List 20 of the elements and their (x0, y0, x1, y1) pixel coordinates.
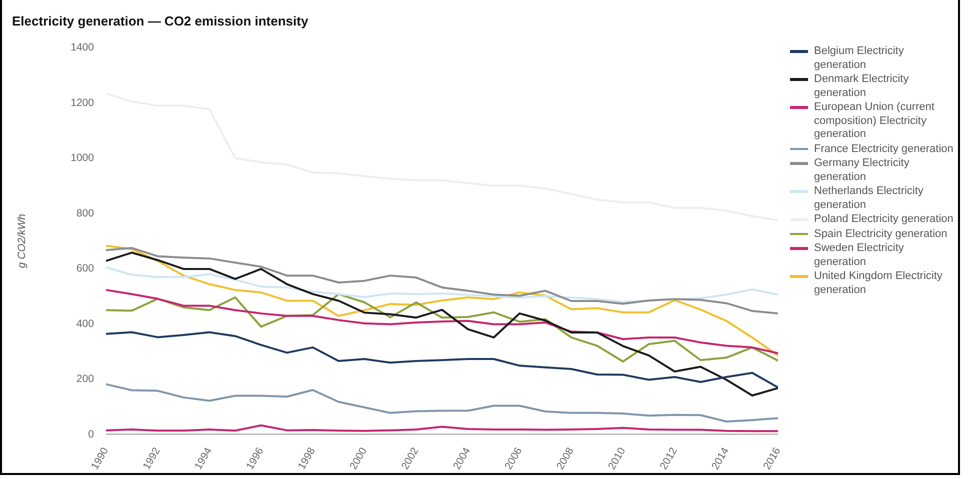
legend-label: Germany Electricity generation (814, 157, 910, 184)
chart-title: Electricity generation — CO2 emission intensity (12, 13, 309, 28)
legend-label: France Electricity generation (814, 142, 954, 156)
legend-label: Sweden Electricity generation (814, 242, 905, 269)
y-tick-label: 1000 (70, 152, 94, 164)
legend-label: Denmark Electricity generation (814, 73, 910, 100)
legend-label: Netherlands Electricity generation (814, 185, 924, 212)
legend-label: United Kingdom Electricity generation (814, 270, 944, 297)
y-tick-label: 1200 (70, 96, 94, 109)
y-tick-label: 200 (76, 373, 94, 386)
legend-label: Poland Electricity generation (814, 213, 954, 226)
legend-label: European Union (current composition) Electricity generation (814, 101, 936, 142)
y-tick-label: 1400 (70, 41, 94, 54)
legend-label: Spain Electricity generation (814, 228, 948, 241)
y-tick-label: 600 (76, 262, 94, 275)
legend-label: Belgium Electricity generation (814, 45, 905, 72)
y-tick-label: 400 (76, 318, 94, 330)
y-axis-title: g CO2/kWh (16, 214, 28, 268)
y-tick-label: 0 (88, 428, 94, 440)
y-tick-label: 800 (76, 207, 94, 220)
